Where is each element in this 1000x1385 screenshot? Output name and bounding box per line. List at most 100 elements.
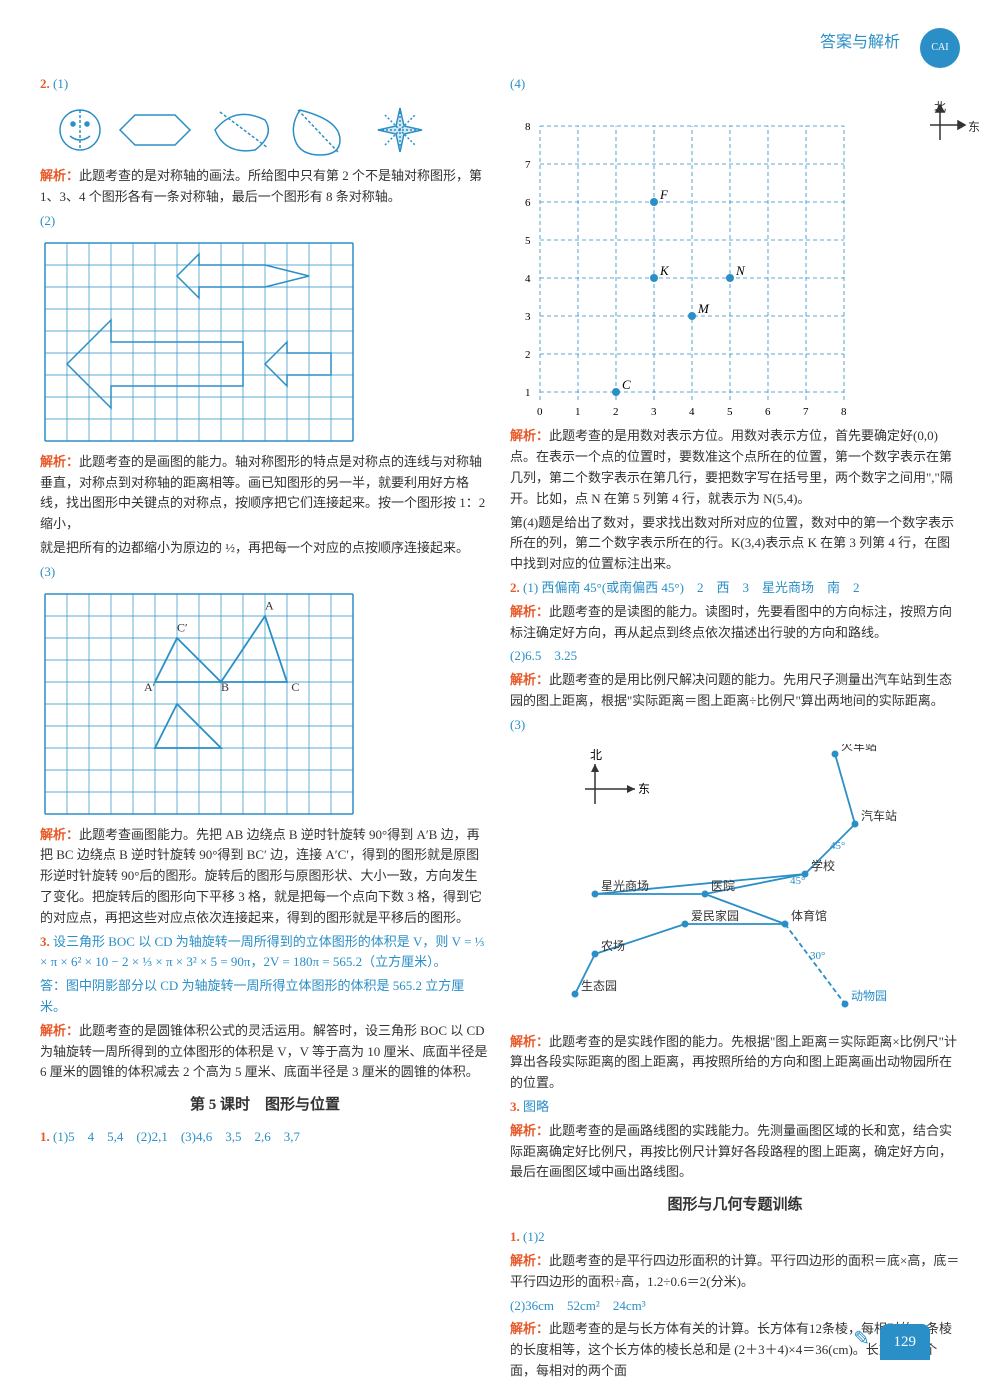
grid-2 (40, 238, 358, 446)
analysis-text: 此题考查的是对称轴的画法。所给图中只有第 2 个不是轴对称图形，第 1、3、4 … (40, 168, 482, 204)
svg-text:0: 0 (537, 406, 543, 418)
svg-text:3: 3 (525, 311, 531, 323)
r2-1: 2. (1) 西偏南 45°(或南偏西 45°) 2 西 3 星光商场 南 2 (510, 578, 960, 599)
svg-text:体育馆: 体育馆 (791, 908, 827, 923)
s1-2: (2)36cm 52cm² 24cm³ (510, 1296, 960, 1317)
analysis-text: 此题考查的是圆锥体积公式的灵活运用。解答时，设三角形 BOC 以 CD 为轴旋转… (40, 1023, 488, 1080)
q3-num: 3. (40, 934, 50, 949)
coord-grid: 01122334455667788FKNMC (510, 100, 870, 420)
page-number: 129 (880, 1324, 931, 1360)
svg-text:1: 1 (525, 387, 531, 399)
svg-text:M: M (697, 301, 710, 316)
svg-text:2: 2 (613, 406, 619, 418)
q1-num: 1. (40, 1129, 50, 1144)
svg-text:6: 6 (525, 197, 531, 209)
r2-3: (3) (510, 715, 960, 736)
svg-text:45°: 45° (790, 875, 805, 887)
content-columns: 2. (1) (40, 71, 960, 1385)
q2-num: 2. (40, 76, 50, 91)
svg-text:4: 4 (689, 406, 695, 418)
compass-mini: 北 东 (920, 100, 970, 156)
q2-2-analysis-p2: 就是把所有的边都缩小为原边的 ½，再把每一个对应的点按顺序连接起来。 (40, 538, 490, 559)
q4-analysis-p2: 第(4)题是给出了数对，要求找出数对所对应的位置，数对中的第一个数字表示所在的列… (510, 513, 960, 575)
r3-num: 3. (510, 1099, 520, 1114)
svg-text:7: 7 (803, 406, 809, 418)
analysis-text: 此题考查的是用数对表示方位。用数对表示方位，首先要确定好(0,0)点。在表示一个… (510, 428, 953, 505)
svg-text:C: C (622, 377, 631, 392)
r2-1-analysis: 解析：此题考查的是读图的能力。读图时，先要看图中的方向标注，按照方向标注确定好方… (510, 602, 960, 644)
svg-text:F: F (659, 187, 669, 202)
route-map: 北东火车站汽车站学校医院星光商场体育馆爱民家园农场生态园动物园45°45°30° (535, 744, 935, 1024)
svg-text:C: C (291, 679, 299, 693)
q2-3-sub: (3) (40, 562, 490, 583)
svg-text:爱民家园: 爱民家园 (691, 908, 739, 923)
q3-body: 设三角形 BOC 以 CD 为轴旋转一周所得到的立体图形的体积是 V，则 V =… (40, 934, 484, 970)
r3-ans: 图略 (523, 1099, 549, 1114)
q3-analysis: 解析：此题考查的是圆锥体积公式的灵活运用。解答时，设三角形 BOC 以 CD 为… (40, 1021, 490, 1083)
svg-text:8: 8 (525, 121, 531, 133)
svg-text:汽车站: 汽车站 (861, 808, 897, 823)
r2-3-analysis: 解析：此题考查的是实践作图的能力。先根据"图上距离＝实际距离×比例尺"计算出各段… (510, 1032, 960, 1094)
svg-text:5: 5 (525, 235, 531, 247)
analysis-text: 此题考查的是画路线图的实践能力。先测量画图区域的长和宽，结合实际距离确定好比例尺… (510, 1123, 952, 1180)
s1-1-ans: (1)2 (523, 1229, 545, 1244)
q4-sub: (4) (510, 74, 960, 95)
svg-text:8: 8 (841, 406, 847, 418)
q2-1-sub: (1) (53, 76, 68, 91)
svg-text:学校: 学校 (811, 858, 835, 873)
svg-text:生态园: 生态园 (581, 979, 617, 993)
svg-text:医院: 医院 (711, 879, 735, 893)
grid-3: A C′ A′ B C (40, 589, 358, 819)
svg-text:B: B (221, 679, 229, 693)
svg-text:4: 4 (525, 273, 531, 285)
analysis-text: 此题考查的是实践作图的能力。先根据"图上距离＝实际距离×比例尺"计算出各段实际距… (510, 1034, 957, 1091)
analysis-label: 解析： (40, 1023, 79, 1038)
east-label: 东 (968, 118, 980, 137)
analysis-text: 此题考查画图能力。先把 AB 边绕点 B 逆时针旋转 90°得到 A′B 边，再… (40, 827, 482, 925)
analysis-label: 解析： (40, 168, 79, 183)
q3-ans: 答：图中阴影部分以 CD 为轴旋转一周所得立体图形的体积是 565.2 立方厘米… (40, 976, 490, 1018)
svg-text:1: 1 (575, 406, 581, 418)
r2-2: (2)6.5 3.25 (510, 646, 960, 667)
svg-text:动物园: 动物园 (851, 989, 887, 1003)
analysis-label: 解析： (510, 428, 549, 443)
left-column: 2. (1) (40, 71, 490, 1385)
q1-ans: (1)5 4 5,4 (2)2,1 (3)4,6 3,5 2,6 3,7 (53, 1129, 300, 1144)
svg-text:K: K (659, 263, 670, 278)
svg-text:A′: A′ (144, 679, 156, 693)
r2-2-analysis: 解析：此题考查的是用比例尺解决问题的能力。先用尺子测量出汽车站到生态园的图上距离… (510, 670, 960, 712)
q2-1-line: 2. (1) (40, 74, 490, 95)
analysis-label: 解析： (510, 1253, 549, 1268)
q2-2-analysis-p1: 解析：此题考查的是画图的能力。轴对称图形的特点是对称点的连线与对称轴垂直，对称点… (40, 452, 490, 535)
svg-text:火车站: 火车站 (841, 744, 877, 753)
q2-3-analysis: 解析：此题考查画图能力。先把 AB 边绕点 B 逆时针旋转 90°得到 A′B … (40, 825, 490, 929)
s1-num: 1. (510, 1229, 520, 1244)
analysis-label: 解析： (510, 1321, 549, 1336)
left-q1: 1. (1)5 4 5,4 (2)2,1 (3)4,6 3,5 2,6 3,7 (40, 1127, 490, 1148)
s1-1: 1. (1)2 (510, 1227, 960, 1248)
analysis-text: 此题考查的是读图的能力。读图时，先要看图中的方向标注，按照方向标注确定好方向，再… (510, 604, 952, 640)
pencil-icon: ✎ (853, 1323, 870, 1355)
svg-text:5: 5 (727, 406, 733, 418)
q4-analysis-p1: 解析：此题考查的是用数对表示方位。用数对表示方位，首先要确定好(0,0)点。在表… (510, 426, 960, 509)
svg-text:农场: 农场 (601, 939, 625, 953)
svg-text:星光商场: 星光商场 (601, 878, 649, 893)
svg-text:3: 3 (651, 406, 657, 418)
shapes-row (40, 100, 460, 160)
svg-text:A: A (265, 598, 274, 612)
analysis-label: 解析： (510, 1034, 549, 1049)
analysis-text: 此题考查的是平行四边形面积的计算。平行四边形的面积＝底×高，底＝平行四边形的面积… (510, 1253, 959, 1289)
svg-text:东: 东 (638, 782, 650, 796)
svg-text:北: 北 (590, 748, 602, 762)
s1-1-analysis: 解析：此题考查的是平行四边形面积的计算。平行四边形的面积＝底×高，底＝平行四边形… (510, 1251, 960, 1293)
analysis-label: 解析： (510, 604, 549, 619)
north-label: 北 (934, 98, 946, 117)
svg-text:C′: C′ (177, 620, 188, 634)
logo-badge: CAI (920, 28, 960, 68)
q2-1-analysis: 解析：此题考查的是对称轴的画法。所给图中只有第 2 个不是轴对称图形，第 1、3… (40, 166, 490, 208)
page-header: 答案与解析 (40, 30, 960, 56)
svg-text:30°: 30° (810, 950, 825, 962)
svg-text:N: N (735, 263, 746, 278)
r3-analysis: 解析：此题考查的是画路线图的实践能力。先测量画图区域的长和宽，结合实际距离确定好… (510, 1121, 960, 1183)
r3: 3. 图略 (510, 1097, 960, 1118)
